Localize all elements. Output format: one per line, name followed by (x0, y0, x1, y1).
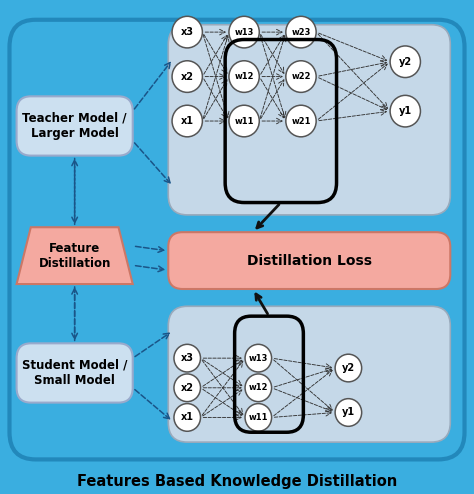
Circle shape (174, 404, 201, 431)
Text: y2: y2 (399, 57, 412, 67)
Circle shape (229, 105, 259, 137)
Circle shape (174, 344, 201, 372)
Circle shape (172, 105, 202, 137)
Circle shape (229, 16, 259, 48)
FancyBboxPatch shape (168, 232, 450, 289)
Text: x3: x3 (181, 353, 194, 363)
Circle shape (174, 374, 201, 402)
FancyBboxPatch shape (168, 306, 450, 442)
Text: y1: y1 (399, 106, 412, 116)
Text: w11: w11 (248, 413, 268, 422)
Circle shape (286, 105, 316, 137)
Circle shape (335, 354, 362, 382)
Polygon shape (17, 227, 133, 284)
Text: y2: y2 (342, 363, 355, 373)
Text: w12: w12 (234, 72, 254, 81)
Circle shape (335, 399, 362, 426)
Text: x1: x1 (181, 116, 194, 126)
Circle shape (245, 344, 272, 372)
Text: Student Model /
Small Model: Student Model / Small Model (22, 359, 128, 387)
Circle shape (286, 16, 316, 48)
Text: w13: w13 (235, 28, 254, 37)
Text: Distillation Loss: Distillation Loss (247, 253, 372, 268)
Text: w21: w21 (291, 117, 311, 125)
Circle shape (229, 61, 259, 92)
Text: Teacher Model /
Larger Model: Teacher Model / Larger Model (22, 112, 127, 140)
Text: x2: x2 (181, 72, 194, 82)
Circle shape (390, 46, 420, 78)
Text: y1: y1 (342, 408, 355, 417)
FancyBboxPatch shape (17, 343, 133, 403)
Text: x1: x1 (181, 412, 194, 422)
Circle shape (390, 95, 420, 127)
Circle shape (245, 374, 272, 402)
Circle shape (245, 404, 272, 431)
Text: w12: w12 (248, 383, 268, 392)
Text: w22: w22 (291, 72, 311, 81)
Text: x2: x2 (181, 383, 194, 393)
Text: w13: w13 (249, 354, 268, 363)
FancyBboxPatch shape (17, 96, 133, 156)
Circle shape (172, 16, 202, 48)
Circle shape (286, 61, 316, 92)
Text: Features Based Knowledge Distillation: Features Based Knowledge Distillation (77, 474, 397, 489)
Text: Feature
Distillation: Feature Distillation (38, 242, 111, 270)
FancyBboxPatch shape (168, 25, 450, 215)
Circle shape (172, 61, 202, 92)
Text: w23: w23 (292, 28, 310, 37)
Text: w11: w11 (234, 117, 254, 125)
Text: x3: x3 (181, 27, 194, 37)
FancyBboxPatch shape (9, 20, 465, 459)
